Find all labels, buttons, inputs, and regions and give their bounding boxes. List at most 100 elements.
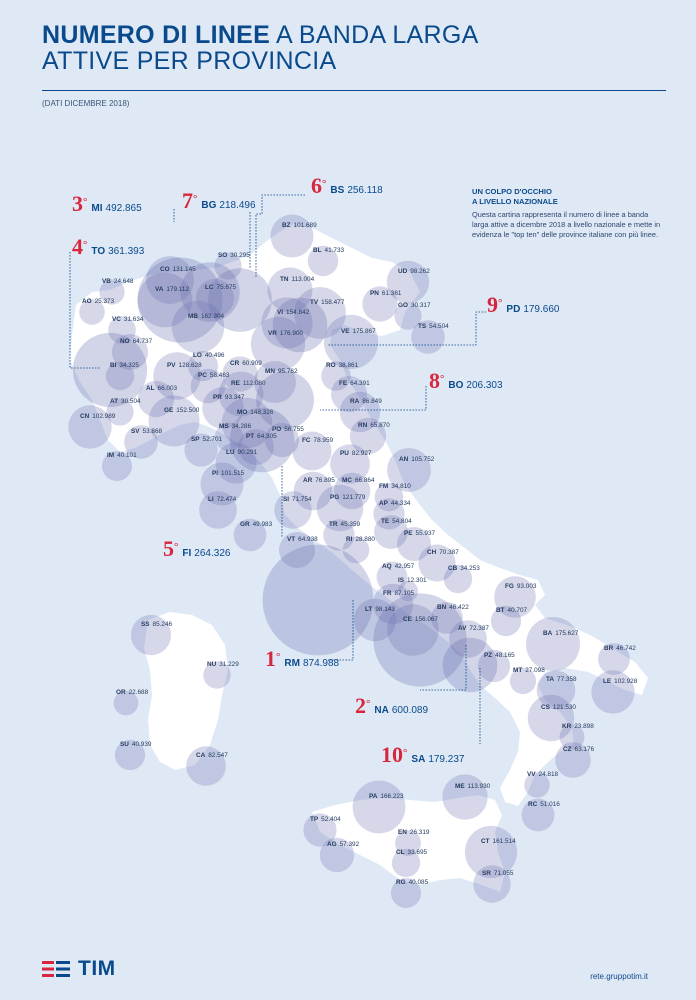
bubble-ri — [342, 536, 370, 564]
province-value: 131.145 — [172, 266, 196, 273]
rank-label-pd: 9°PD 179.660 — [487, 294, 559, 321]
bubble-tp — [303, 813, 337, 847]
degree-mark: ° — [83, 239, 88, 251]
province-value: 64.938 — [298, 536, 318, 543]
province-value: 66.003 — [157, 385, 178, 392]
bubble-va — [137, 272, 193, 328]
leader-line — [328, 311, 486, 346]
title-divider — [42, 90, 666, 91]
rank-number: 1° — [265, 646, 280, 671]
province-code: EN — [398, 829, 407, 836]
province-label-pr: PR 93.347 — [213, 394, 244, 402]
rank-value: 600.089 — [391, 705, 429, 716]
bubble-ct — [464, 825, 518, 879]
province-value: 93.003 — [516, 583, 537, 590]
province-label-pn: PN 61.361 — [370, 290, 401, 298]
province-code: SV — [131, 428, 140, 435]
bubble-pn — [362, 286, 398, 322]
province-label-tv: TV 158.477 — [310, 299, 344, 307]
bubble-ba — [526, 617, 580, 671]
province-code: GO — [398, 302, 408, 309]
province-value: 66.864 — [354, 477, 375, 484]
bubble-mb — [171, 300, 225, 354]
province-value: 34.253 — [460, 565, 480, 572]
province-value: 93.347 — [224, 394, 245, 401]
province-value: 72.387 — [469, 625, 489, 632]
province-label-ce: CE 156.067 — [403, 616, 438, 624]
province-code: VI — [277, 309, 284, 316]
bubble-vi — [261, 297, 313, 349]
province-label-go: GO 30.317 — [398, 302, 431, 310]
province-label-me: ME 113.930 — [455, 783, 490, 791]
bubble-bs — [208, 268, 272, 332]
degree-mark: ° — [403, 747, 408, 759]
province-label-mb: MB 162.304 — [188, 313, 224, 321]
province-code: AO — [82, 298, 92, 305]
province-label-or: OR 22.688 — [116, 689, 148, 697]
rank-number: 3° — [72, 191, 87, 216]
province-code: RE — [231, 380, 240, 387]
province-label-fc: FC 78.959 — [302, 437, 333, 445]
province-code: TV — [310, 299, 319, 306]
province-value: 166.223 — [380, 793, 404, 800]
rank-number: 7° — [182, 188, 197, 213]
province-label-pa: PA 166.223 — [369, 793, 404, 801]
province-label-vt: VT 64.938 — [287, 536, 318, 544]
province-value: 65.870 — [370, 422, 390, 429]
province-label-su: SU 40.939 — [120, 741, 151, 749]
rank-label-mi: 3°MI 492.865 — [72, 193, 142, 220]
peninsula-shape — [70, 225, 648, 806]
rank-label-sa: 10°SA 179.237 — [381, 744, 464, 771]
bubble-pa — [352, 780, 406, 834]
province-code: LE — [603, 678, 612, 685]
province-label-cl: CL 33.695 — [396, 849, 427, 857]
province-label-nu: NU 31.229 — [207, 661, 239, 669]
bubble-tn — [267, 267, 313, 313]
rank-value: 264.326 — [194, 548, 231, 559]
province-value: 24.648 — [113, 278, 134, 285]
province-code: TA — [546, 676, 555, 683]
province-code: RA — [350, 398, 360, 405]
bubble-bt — [490, 605, 522, 637]
province-value: 158.477 — [321, 299, 345, 306]
rank-code: BG — [201, 200, 217, 211]
province-value: 30.295 — [230, 252, 250, 259]
leader-line — [328, 600, 354, 661]
bubble-ao — [79, 299, 105, 325]
province-code: VC — [112, 316, 121, 323]
rank-number: 2° — [355, 693, 370, 718]
province-code: TN — [280, 276, 289, 283]
province-value: 44.334 — [390, 500, 411, 507]
province-value: 60.909 — [242, 360, 262, 367]
province-code: CT — [481, 838, 490, 845]
bubble-ch — [418, 544, 456, 582]
province-value: 30.317 — [410, 302, 431, 309]
province-label-vc: VC 31.634 — [112, 316, 143, 324]
province-label-ss: SS 85.246 — [141, 621, 172, 629]
province-code: CO — [160, 266, 170, 273]
province-code: PI — [212, 470, 219, 477]
province-label-so: SO 30.295 — [218, 252, 250, 260]
province-label-mo: MO 148.326 — [237, 409, 273, 417]
footer-url[interactable]: rete.gruppotim.it — [590, 972, 648, 981]
province-label-pu: PU 82.927 — [340, 450, 371, 458]
province-label-lt: LT 98.143 — [365, 606, 395, 614]
rank-digit: 6 — [311, 173, 322, 198]
bubble-co — [146, 256, 194, 304]
rank-value: 206.303 — [466, 380, 503, 391]
bubble-br — [598, 643, 630, 675]
province-label-li: LI 72.474 — [208, 496, 236, 504]
bubble-ms — [214, 422, 244, 452]
info-body: Questa cartina rappresenta il numero di … — [472, 210, 661, 239]
province-value: 161.514 — [492, 838, 516, 845]
bubble-is — [397, 580, 419, 602]
province-label-vb: VB 24.648 — [102, 278, 133, 286]
province-value: 31.229 — [219, 661, 239, 668]
province-value: 45.359 — [340, 521, 361, 528]
province-value: 152.500 — [176, 407, 200, 414]
province-code: PA — [369, 793, 378, 800]
degree-mark: ° — [366, 698, 371, 710]
bubble-av — [449, 620, 487, 658]
province-code: VA — [155, 286, 164, 293]
